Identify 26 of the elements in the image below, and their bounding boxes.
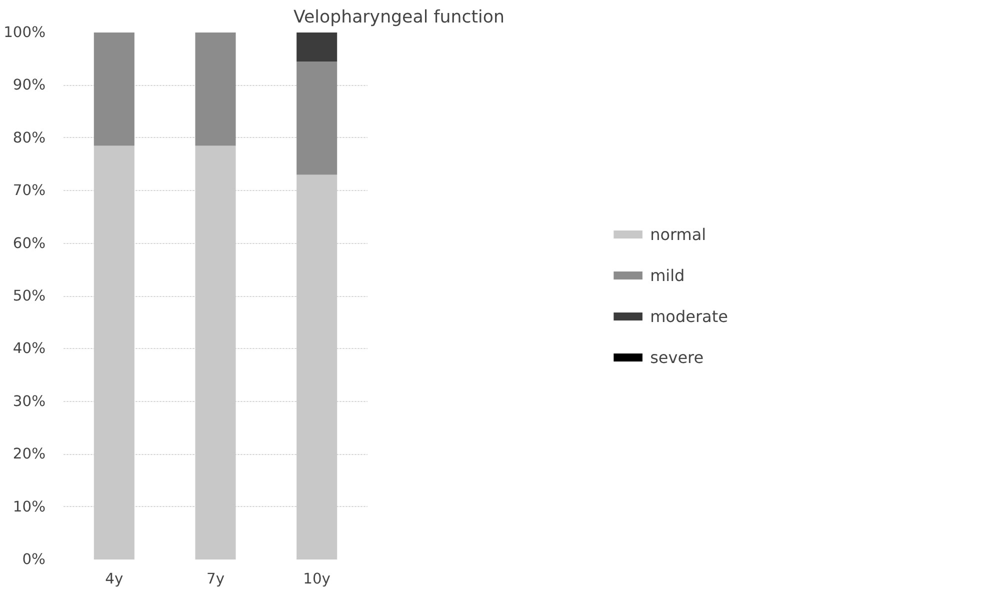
y-tick-label: 30% [12, 392, 46, 410]
bar [296, 174, 338, 560]
y-tick-label: 60% [12, 234, 46, 252]
y-tick-label: 20% [12, 446, 46, 463]
legend-label: normal [650, 224, 706, 244]
y-tick-label: 10% [12, 498, 46, 516]
x-tick-label: 4y [105, 570, 124, 588]
bar [195, 32, 236, 146]
bar [195, 146, 236, 560]
legend-label: moderate [650, 306, 728, 326]
bar [94, 32, 134, 146]
y-tick-label: 80% [12, 129, 46, 146]
legend-label: severe [650, 348, 704, 366]
chart-title: Velopharyngeal function [294, 8, 504, 28]
y-tick-label: 70% [12, 182, 46, 200]
x-tick-label: 10y [303, 570, 331, 588]
x-tick-label: 7y [206, 570, 225, 588]
bar [296, 32, 338, 62]
legend-label: mild [650, 266, 685, 284]
y-tick-label: 0% [22, 551, 46, 568]
y-tick-label: 90% [12, 76, 46, 94]
bar [296, 61, 338, 175]
y-tick-label: 100% [4, 24, 46, 41]
y-tick-label: 40% [12, 340, 46, 358]
y-tick-label: 50% [12, 288, 46, 304]
bar [94, 146, 134, 560]
